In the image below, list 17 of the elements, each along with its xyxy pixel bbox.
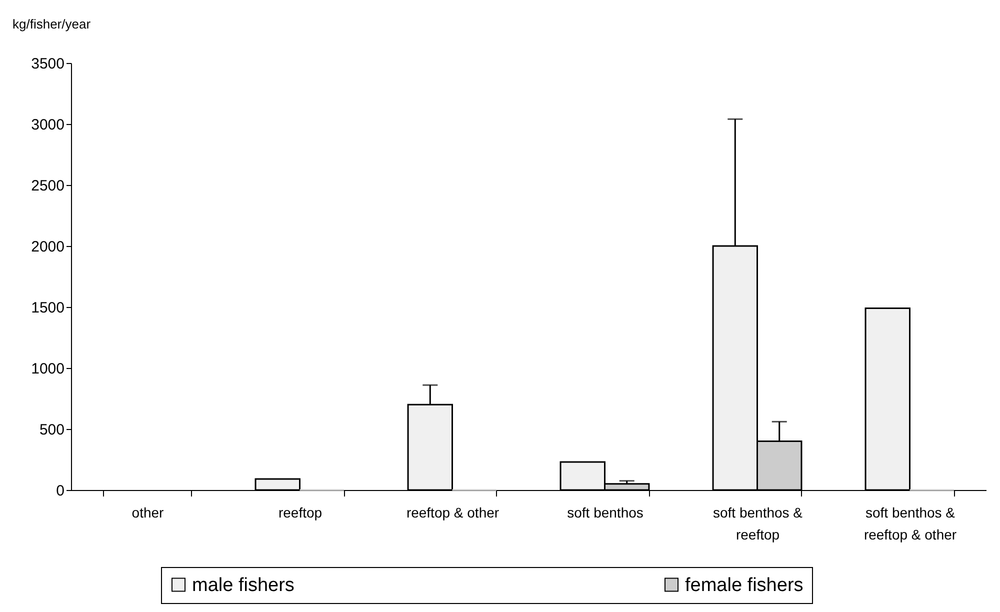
legend-label: male fishers	[192, 574, 294, 596]
x-tick-label: soft benthos & reeftop	[712, 504, 804, 542]
y-tick-label: 2000	[31, 238, 64, 256]
x-tick-label: soft benthos & reeftop & other	[864, 504, 957, 542]
y-tick-label: 1000	[31, 360, 64, 378]
y-tick-label: 3500	[31, 56, 64, 72]
x-tick-label: other	[132, 504, 164, 520]
x-tick-label: reeftop	[278, 504, 322, 520]
y-tick-label: 500	[39, 422, 64, 438]
x-tick-label: reeftop & other	[406, 504, 500, 520]
y-tick-label: 2500	[31, 178, 64, 194]
y-tick-label: 3000	[31, 116, 64, 134]
y-axis-title: kg/fisher/year	[12, 16, 92, 32]
y-tick-label: 1500	[31, 300, 64, 316]
y-tick-label: 0	[56, 482, 64, 500]
x-tick-label: soft benthos	[567, 504, 644, 520]
legend-label: female fishers	[685, 574, 804, 596]
